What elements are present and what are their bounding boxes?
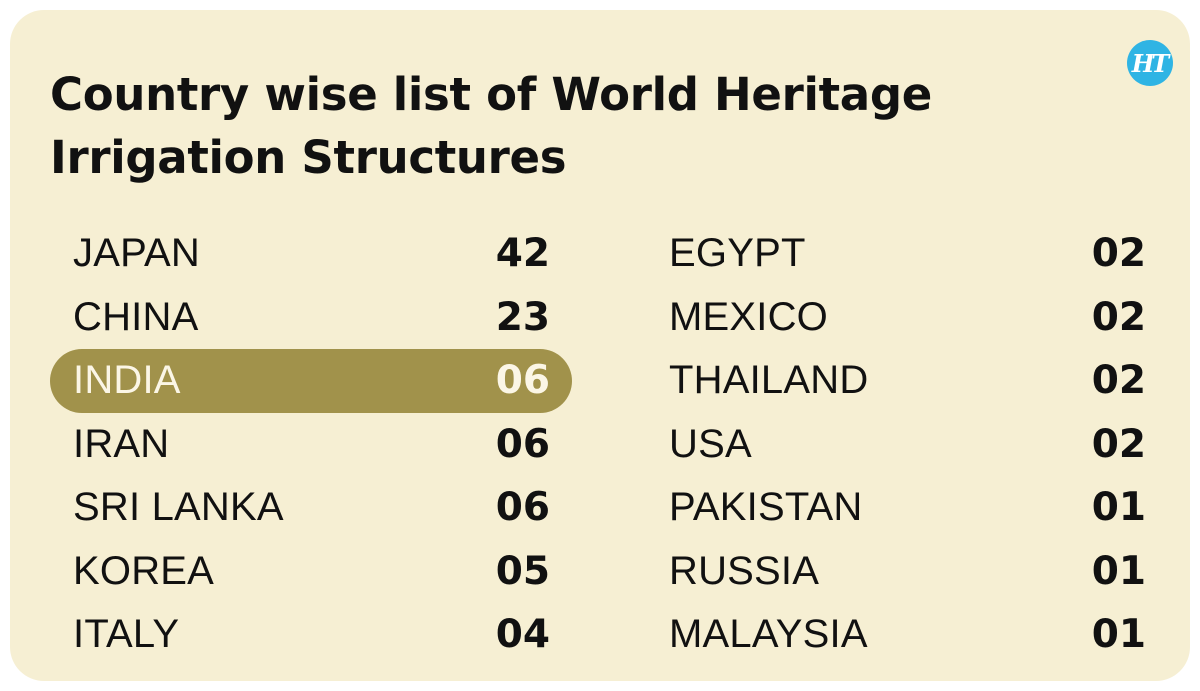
country-name: JAPAN	[73, 231, 200, 276]
country-count: 05	[495, 548, 550, 594]
list-item-thailand: THAILAND 02	[646, 349, 1168, 413]
country-name: CHINA	[73, 294, 199, 339]
country-name: MEXICO	[669, 294, 828, 339]
list-item-iran: IRAN 06	[50, 413, 572, 477]
list-item-sri-lanka: SRI LANKA 06	[50, 476, 572, 540]
country-name: RUSSIA	[669, 548, 820, 593]
country-name: USA	[669, 421, 752, 466]
country-count: 01	[1091, 485, 1146, 531]
list-item-usa: USA 02	[646, 413, 1168, 477]
list-item-korea: KOREA 05	[50, 540, 572, 604]
country-name: ITALY	[73, 612, 180, 657]
list-item-japan: JAPAN 42	[50, 222, 572, 286]
country-count: 01	[1091, 548, 1146, 594]
list-item-china: CHINA 23	[50, 286, 572, 350]
country-count: 06	[495, 421, 550, 467]
list-item-russia: RUSSIA 01	[646, 540, 1168, 604]
list-item-egypt: EGYPT 02	[646, 222, 1168, 286]
country-count: 42	[495, 231, 550, 277]
country-name: INDIA	[73, 358, 181, 403]
country-count: 02	[1091, 421, 1146, 467]
country-count: 06	[495, 485, 550, 531]
country-name: THAILAND	[669, 358, 869, 403]
right-column-list: EGYPT 02 MEXICO 02 THAILAND 02 USA 02 PA…	[646, 222, 1168, 667]
list-item-italy: ITALY 04	[50, 603, 572, 667]
country-name: EGYPT	[669, 231, 806, 276]
list-item-pakistan: PAKISTAN 01	[646, 476, 1168, 540]
left-column-list: JAPAN 42 CHINA 23 INDIA 06 IRAN 06 SRI L…	[50, 222, 572, 667]
country-name: IRAN	[73, 421, 170, 466]
country-name: PAKISTAN	[669, 485, 863, 530]
country-count: 02	[1091, 358, 1146, 404]
country-count: 23	[495, 294, 550, 340]
ht-logo-text: HT	[1131, 48, 1170, 78]
country-name: SRI LANKA	[73, 485, 284, 530]
page-title: Country wise list of World Heritage Irri…	[50, 68, 933, 184]
country-count: 02	[1091, 231, 1146, 277]
list-item-india-highlighted: INDIA 06	[50, 349, 572, 413]
ht-logo: HT	[1127, 40, 1173, 86]
country-count: 02	[1091, 294, 1146, 340]
list-item-mexico: MEXICO 02	[646, 286, 1168, 350]
country-name: KOREA	[73, 548, 215, 593]
country-count: 01	[1091, 612, 1146, 658]
list-item-malaysia: MALAYSIA 01	[646, 603, 1168, 667]
country-count: 06	[495, 358, 550, 404]
country-name: MALAYSIA	[669, 612, 868, 657]
infographic-card: HT Country wise list of World Heritage I…	[10, 10, 1190, 681]
country-count: 04	[495, 612, 550, 658]
